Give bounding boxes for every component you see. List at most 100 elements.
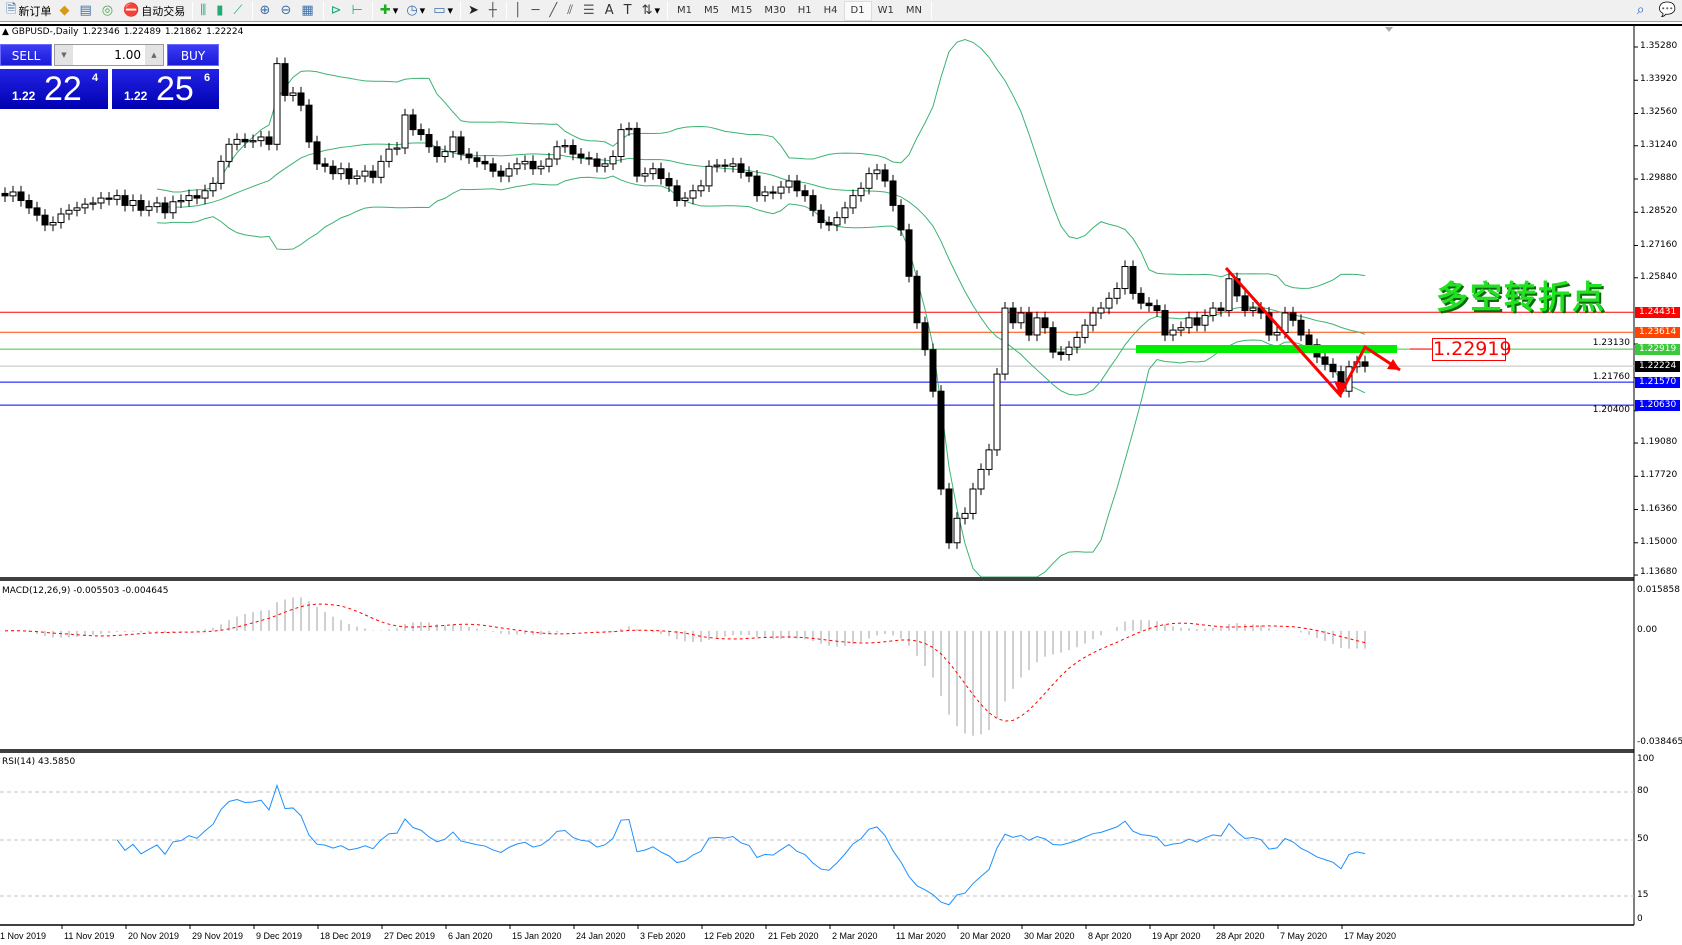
chart-header: ▲ GBPUSD-,Daily 1.22346 1.22489 1.21862 1.22…	[2, 27, 244, 37]
candle	[441, 145, 449, 163]
date-axis-label: 12 Feb 2020	[704, 931, 755, 941]
candle-body	[681, 197, 689, 202]
periods-button[interactable]: ◷ ▾	[406, 3, 426, 18]
candle-body	[401, 114, 409, 149]
candle-body	[433, 146, 441, 158]
price-tag: 1.21570	[1635, 377, 1680, 389]
price-axis-label: 1.27160	[1640, 239, 1678, 250]
candle	[1185, 311, 1193, 334]
text-label-button[interactable]: T	[620, 1, 638, 21]
separator	[930, 1, 932, 20]
auto-trading-button[interactable]: ⛔ 自动交易	[119, 1, 189, 21]
period-m1[interactable]: M1	[677, 5, 692, 16]
candle	[249, 134, 257, 148]
line-chart-button[interactable]: ⟋	[229, 1, 248, 21]
candle	[617, 123, 625, 163]
candle-body	[729, 163, 737, 167]
date-axis-label: 18 Dec 2019	[320, 931, 372, 941]
candle	[881, 163, 889, 188]
zoom-in-button[interactable]: ⊕	[256, 1, 277, 21]
tile-windows-button[interactable]: ▦	[297, 1, 319, 21]
price-axis-label: 1.19080	[1640, 437, 1678, 448]
candle	[497, 165, 505, 183]
lot-size-input[interactable]: 1.00	[114, 48, 141, 62]
candle-body	[1225, 278, 1233, 312]
templates-button[interactable]: ▭ ▾	[433, 3, 454, 18]
indicators-button[interactable]: ✚ ▾	[379, 3, 399, 18]
lot-decrease-icon[interactable]: ▼	[55, 45, 73, 65]
period-m15[interactable]: M15	[731, 5, 753, 16]
text-button[interactable]: A	[601, 1, 620, 21]
candle	[1017, 306, 1025, 329]
arrows-button[interactable]: ⇅ ▾	[641, 3, 660, 18]
period-w1[interactable]: W1	[877, 5, 894, 16]
equidistant-channel-button[interactable]: ⫽	[563, 1, 579, 21]
candle	[673, 179, 681, 207]
candle-body	[145, 206, 153, 211]
crosshair-button[interactable]: ┼	[485, 1, 503, 21]
candle	[1001, 301, 1009, 381]
horizontal-line-button[interactable]: ─	[528, 1, 546, 21]
candle	[73, 201, 81, 217]
lot-size-stepper[interactable]: ▼ 1.00 ▲	[54, 44, 164, 66]
candle	[641, 167, 649, 183]
clock-icon: ◷	[406, 3, 418, 18]
buy-button[interactable]: BUY	[167, 44, 219, 66]
sell-price[interactable]: 1.22 22 4	[0, 69, 108, 109]
period-h1[interactable]: H1	[797, 5, 812, 16]
lot-increase-icon[interactable]: ▲	[145, 45, 163, 65]
candle-body	[1073, 336, 1081, 348]
candle	[1089, 306, 1097, 332]
candle	[761, 185, 769, 202]
price-axis-label: 1.17720	[1640, 470, 1678, 481]
buy-price[interactable]: 1.22 25 6	[112, 69, 219, 109]
candle	[1097, 301, 1105, 320]
candle-body	[1177, 327, 1185, 331]
candle	[1329, 358, 1337, 378]
price-tag: 1.22224	[1635, 361, 1680, 373]
candlestick-button[interactable]: ▮	[212, 1, 229, 21]
new-order-button[interactable]: 🗎 新订单	[2, 1, 55, 21]
period-mn[interactable]: MN	[905, 5, 922, 16]
chat-icon[interactable]: 💬	[1658, 2, 1676, 18]
candle	[649, 162, 657, 180]
candle	[393, 141, 401, 156]
candle	[265, 130, 273, 151]
search-icon[interactable]: ⌕	[1636, 2, 1645, 18]
candle	[1249, 301, 1257, 317]
candle	[329, 160, 337, 180]
candle	[233, 133, 241, 151]
fibonacci-button[interactable]: ☰	[579, 1, 601, 21]
candle-body	[273, 63, 281, 145]
trendline-button[interactable]: ╱	[545, 1, 563, 21]
period-m30[interactable]: M30	[764, 5, 786, 16]
data-window-button[interactable]: ▤	[75, 1, 97, 21]
bollinger-upper	[156, 38, 1366, 289]
candle	[25, 194, 33, 214]
signals-button[interactable]: ◎	[98, 1, 119, 21]
zoom-out-button[interactable]: ⊖	[276, 1, 297, 21]
rsi-line	[116, 783, 1366, 906]
period-m5[interactable]: M5	[704, 5, 719, 16]
bar-chart-button[interactable]: ⫼	[196, 1, 212, 21]
candle-body	[769, 191, 777, 194]
chart-shift-button[interactable]: ⊢	[348, 1, 369, 21]
channel-icon: ⫽	[567, 3, 574, 18]
sell-button[interactable]: SELL	[0, 44, 52, 66]
arrow-head-icon	[1387, 359, 1400, 370]
candle	[129, 194, 137, 212]
market-watch-icon: ◆	[59, 3, 70, 18]
vertical-line-button[interactable]: │	[510, 1, 528, 21]
candle	[777, 180, 785, 200]
period-h4[interactable]: H4	[823, 5, 838, 16]
candle	[969, 482, 977, 520]
rsi-label: RSI(14) 43.5850	[2, 757, 76, 767]
market-watch-button[interactable]: ◆	[55, 1, 75, 21]
bollinger-middle	[156, 142, 1366, 396]
auto-scroll-button[interactable]: ⊳	[327, 1, 348, 21]
candle-body	[209, 182, 217, 192]
candle	[1193, 311, 1201, 332]
period-d1[interactable]: D1	[843, 0, 872, 21]
cursor-button[interactable]: ➤	[464, 1, 485, 21]
